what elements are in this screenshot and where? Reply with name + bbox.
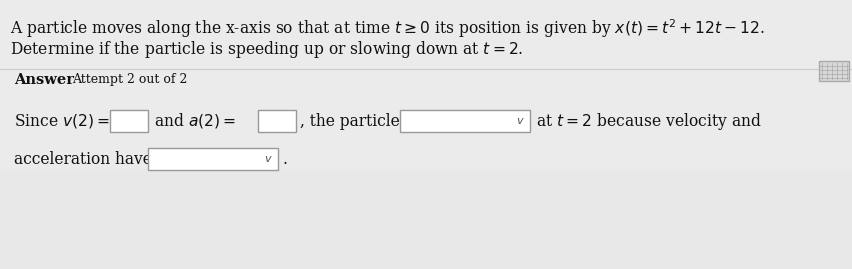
- Text: Attempt 2 out of 2: Attempt 2 out of 2: [72, 73, 187, 86]
- Text: and $a(2) =$: and $a(2) =$: [154, 111, 236, 130]
- FancyBboxPatch shape: [819, 61, 849, 81]
- Text: Determine if the particle is speeding up or slowing down at $t = 2$.: Determine if the particle is speeding up…: [10, 39, 523, 60]
- Text: v: v: [265, 154, 271, 164]
- Text: .: .: [282, 150, 287, 168]
- Text: Answer: Answer: [14, 73, 74, 87]
- Text: , the particle is: , the particle is: [300, 112, 417, 129]
- Text: acceleration have: acceleration have: [14, 150, 152, 168]
- FancyBboxPatch shape: [148, 148, 278, 170]
- FancyBboxPatch shape: [0, 169, 852, 269]
- FancyBboxPatch shape: [258, 110, 296, 132]
- FancyBboxPatch shape: [400, 110, 530, 132]
- Text: A particle moves along the x-axis so that at time $t \geq 0$ its position is giv: A particle moves along the x-axis so tha…: [10, 17, 765, 40]
- Text: v: v: [516, 116, 523, 126]
- FancyBboxPatch shape: [0, 0, 852, 169]
- Text: at $t = 2$ because velocity and: at $t = 2$ because velocity and: [536, 111, 762, 132]
- Text: Since $v(2) =$: Since $v(2) =$: [14, 112, 110, 130]
- FancyBboxPatch shape: [110, 110, 148, 132]
